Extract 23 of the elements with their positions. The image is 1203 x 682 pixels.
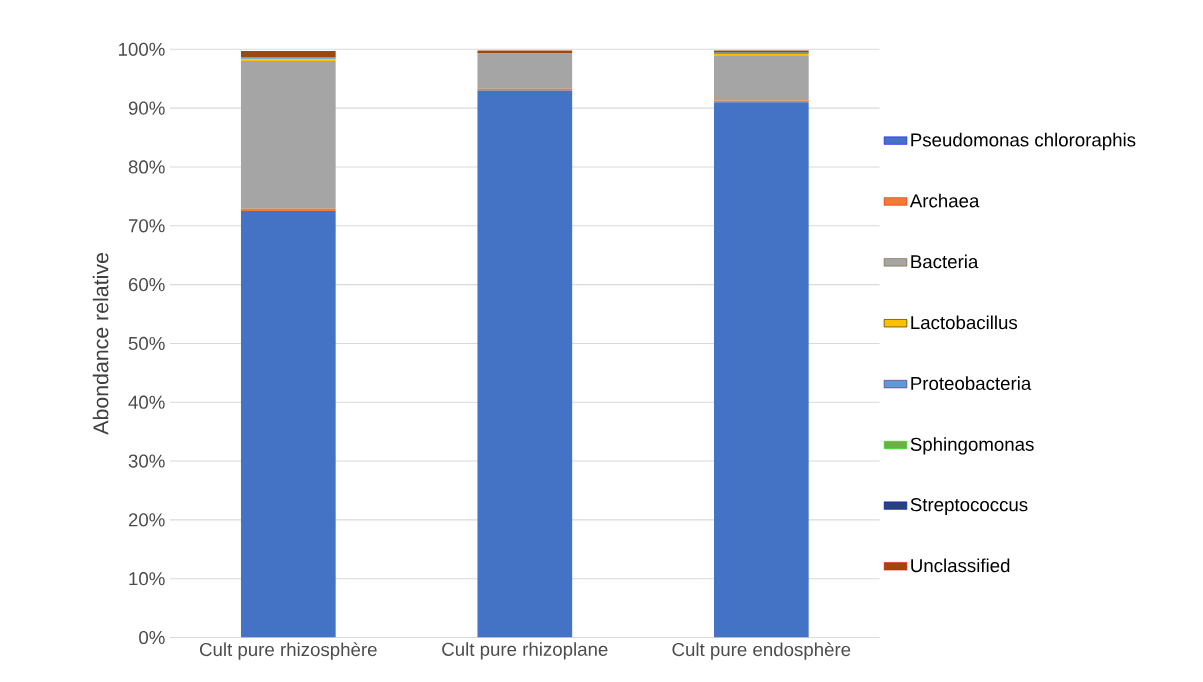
x-tick-label: Cult pure rhizosphère (199, 642, 377, 661)
y-tick-label: 70% (128, 219, 165, 233)
legend-label: Streptococcus (910, 498, 1028, 516)
legend-label: Pseudomonas chlororaphis (911, 133, 1136, 151)
legend-label: Sphingomonas (910, 437, 1034, 455)
y-tick-label: 20% (128, 513, 165, 527)
legend-label: Lactobacillus (911, 315, 1018, 330)
y-tick-label: 40% (128, 395, 165, 410)
y-tick-label: 50% (128, 337, 165, 351)
y-tick-label: 10% (129, 572, 165, 586)
y-tick-label: 90% (128, 101, 165, 116)
y-tick-label: 0% (139, 631, 165, 645)
legend-label: Proteobacteria (911, 376, 1032, 391)
x-tick-label: Cult pure rhizoplane (442, 642, 608, 660)
legend-label: Bacteria (911, 254, 979, 269)
y-tick-label: 30% (128, 454, 165, 468)
y-tick-label: 100% (119, 42, 165, 57)
y-tick-label: 80% (128, 160, 165, 174)
legend-label: Archaea (909, 193, 980, 208)
legend-label: Unclassified (911, 558, 1010, 573)
y-axis-title: Abondance relative (92, 253, 109, 435)
y-tick-label: 60% (128, 278, 165, 292)
x-tick-label: Cult pure endosphère (672, 642, 851, 661)
